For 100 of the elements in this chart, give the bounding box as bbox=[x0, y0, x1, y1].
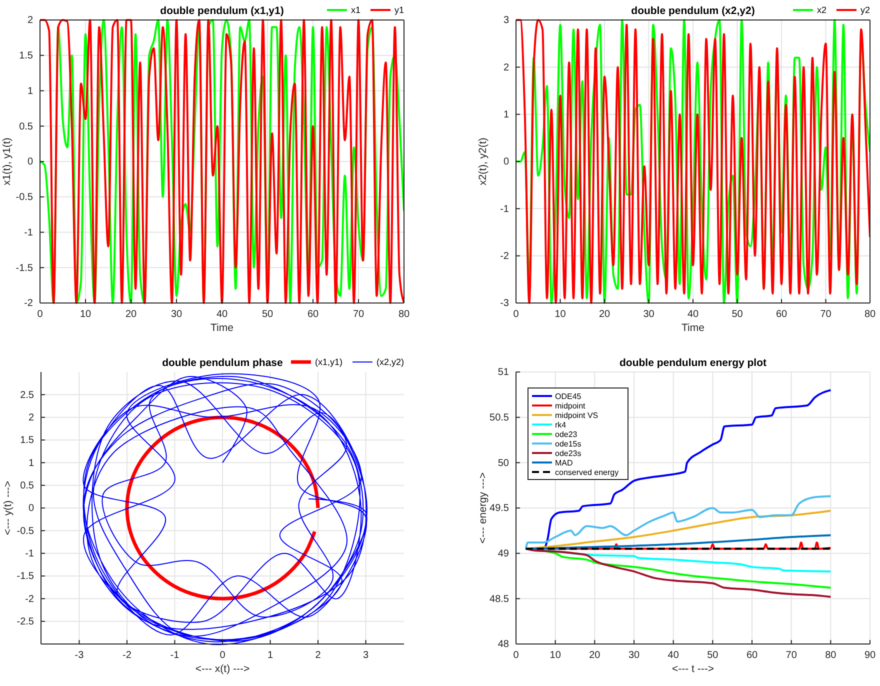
y-tick-label: -2 bbox=[24, 298, 34, 310]
x-tick-label: 60 bbox=[307, 309, 319, 320]
legend-label: x1 bbox=[350, 5, 360, 15]
legend-label: y2 bbox=[860, 5, 870, 15]
y-tick-label: 0 bbox=[503, 156, 510, 168]
x-tick-label: 80 bbox=[398, 309, 410, 320]
x-tick-label: 0 bbox=[513, 309, 520, 320]
y-axis-title: <--- y(t) ---> bbox=[2, 480, 14, 536]
x-tick-label: 10 bbox=[554, 309, 566, 320]
x-axis-title: Time bbox=[210, 322, 234, 334]
y-axis-title: x1(t), y1(t) bbox=[1, 138, 13, 186]
chart-title: double pendulum energy plot bbox=[620, 357, 768, 369]
x-tick-label: 3 bbox=[363, 650, 370, 662]
y-tick-label: 50 bbox=[498, 458, 510, 469]
y-tick-label: -1.5 bbox=[16, 262, 34, 274]
legend-label: conserved energy bbox=[555, 468, 619, 477]
y-tick-label: 49 bbox=[498, 548, 510, 560]
x-tick-label: 50 bbox=[262, 309, 274, 320]
y-tick-label: 1.5 bbox=[20, 435, 34, 446]
x-tick-label: 60 bbox=[746, 650, 758, 662]
x-tick-label: 0 bbox=[37, 309, 44, 320]
x-tick-label: 10 bbox=[80, 309, 92, 320]
y-tick-label: 0 bbox=[28, 503, 34, 514]
x-tick-label: 60 bbox=[776, 309, 788, 320]
y-tick-label: -1 bbox=[24, 227, 34, 238]
legend-label: ODE45 bbox=[555, 392, 582, 401]
x-tick-label: 30 bbox=[170, 309, 182, 320]
x-tick-label: 70 bbox=[786, 650, 798, 662]
chart-title: double pendulum phase bbox=[162, 357, 284, 369]
legend-label: ode15s bbox=[555, 440, 582, 448]
y-tick-label: 1 bbox=[503, 110, 510, 121]
y-tick-label: 1 bbox=[27, 86, 34, 97]
y-tick-label: 2 bbox=[503, 62, 510, 74]
y-tick-label: 2 bbox=[27, 15, 34, 26]
chart-title: double pendulum (x2,y2) bbox=[631, 5, 755, 17]
x-tick-label: 0 bbox=[220, 650, 226, 662]
x-tick-label: -3 bbox=[74, 650, 84, 662]
x-tick-label: 30 bbox=[628, 650, 640, 662]
x-tick-label: 10 bbox=[550, 650, 562, 662]
line-series bbox=[82, 374, 366, 644]
y-tick-label: 50.5 bbox=[490, 412, 510, 424]
line-series bbox=[524, 548, 832, 598]
legend-label: MAD bbox=[555, 458, 573, 468]
y-axis-title: <--- energy ---> bbox=[477, 472, 489, 544]
y-tick-label: 1 bbox=[28, 458, 34, 469]
x-tick-label: -2 bbox=[122, 650, 132, 662]
y-tick-label: -1 bbox=[25, 548, 34, 560]
y-tick-label: 49.5 bbox=[490, 503, 510, 514]
y-tick-label: 2.5 bbox=[20, 390, 34, 401]
y-tick-label: -1 bbox=[500, 204, 510, 215]
x-tick-label: 80 bbox=[864, 309, 876, 320]
x-tick-label: 50 bbox=[707, 650, 719, 662]
y-tick-label: 3 bbox=[503, 15, 510, 26]
y-tick-label: 0 bbox=[27, 156, 34, 168]
legend-label: y1 bbox=[394, 5, 404, 15]
x-tick-label: 20 bbox=[598, 309, 610, 320]
y-tick-label: 48 bbox=[498, 639, 510, 650]
x-axis-title: Time bbox=[682, 322, 705, 334]
y-tick-label: 2 bbox=[28, 412, 34, 424]
y-tick-label: -2.5 bbox=[16, 616, 34, 628]
y-tick-label: 48.5 bbox=[490, 594, 510, 605]
x-tick-label: 90 bbox=[864, 650, 876, 662]
y-tick-label: 0.5 bbox=[20, 480, 34, 492]
y-tick-label: 0.5 bbox=[19, 121, 34, 132]
x-tick-label: 2 bbox=[315, 650, 322, 662]
x-tick-label: 70 bbox=[352, 309, 364, 320]
chart-title: double pendulum (x1,y1) bbox=[160, 5, 284, 17]
x-tick-label: 20 bbox=[589, 650, 601, 662]
x-axis-title: <--- x(t) ---> bbox=[195, 663, 250, 675]
legend-label: rk4 bbox=[555, 420, 567, 430]
x-tick-label: 80 bbox=[825, 650, 837, 662]
y-tick-label: -0.5 bbox=[16, 526, 34, 537]
legend-label: x2 bbox=[816, 5, 826, 15]
legend-label: midpoint bbox=[555, 402, 586, 410]
x-tick-label: 20 bbox=[125, 309, 137, 320]
legend-label: ode23 bbox=[555, 430, 578, 439]
y-tick-label: -1.5 bbox=[16, 571, 34, 582]
x-tick-label: 70 bbox=[820, 309, 832, 320]
line-series bbox=[40, 19, 404, 304]
y-tick-label: -2 bbox=[500, 251, 510, 262]
line-series bbox=[524, 534, 832, 550]
x-tick-label: 0 bbox=[513, 650, 520, 662]
line-series bbox=[125, 416, 320, 600]
x-tick-label: 40 bbox=[668, 650, 680, 662]
line-series bbox=[524, 495, 832, 550]
x-tick-label: 30 bbox=[643, 309, 655, 320]
x-axis-title: <--- t ---> bbox=[672, 663, 714, 675]
y-axis-title: x2(t), y2(t) bbox=[477, 138, 489, 186]
y-tick-label: -0.5 bbox=[16, 192, 34, 204]
line-series bbox=[524, 510, 832, 550]
x-tick-label: 40 bbox=[216, 309, 228, 320]
x-tick-label: 1 bbox=[267, 650, 274, 662]
y-tick-label: 1.5 bbox=[19, 50, 34, 62]
y-tick-label: -2 bbox=[25, 594, 34, 605]
legend-label: (x1,y1) bbox=[314, 357, 342, 367]
x-tick-label: -1 bbox=[170, 650, 180, 662]
legend-label: ode23s bbox=[555, 449, 582, 458]
legend-label: (x2,y2) bbox=[376, 357, 404, 367]
y-tick-label: 51 bbox=[498, 367, 510, 378]
x-tick-label: 40 bbox=[687, 309, 699, 320]
